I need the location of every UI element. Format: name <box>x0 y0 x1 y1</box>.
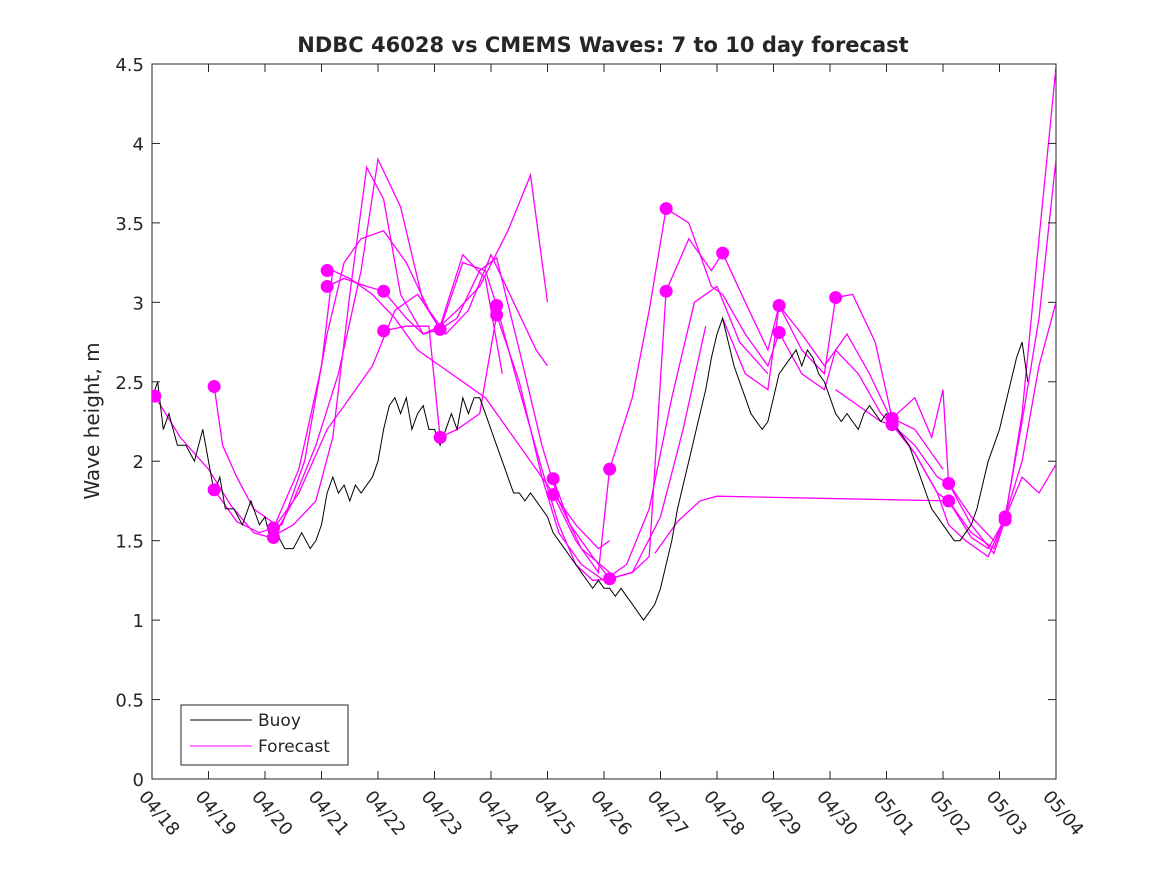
forecast-start-point-14 <box>546 488 560 502</box>
y-tick-label: 4 <box>133 134 144 155</box>
forecast-start-point-8 <box>377 324 391 338</box>
forecast-start-point-3 <box>266 521 280 535</box>
x-tick-label: 05/01 <box>869 787 918 840</box>
x-tick-label: 04/29 <box>756 787 805 840</box>
forecast-start-point-0 <box>152 389 162 403</box>
legend-buoy-label: Buoy <box>258 711 301 731</box>
y-tick-label: 2.5 <box>115 373 144 394</box>
x-tick-label: 04/22 <box>360 787 409 840</box>
x-tick-label: 04/24 <box>473 787 522 840</box>
y-axis-label: Wave height, m <box>80 342 104 499</box>
legend-box <box>180 704 349 766</box>
forecast-start-point-13 <box>546 472 560 486</box>
forecast-line-7 <box>552 237 944 580</box>
x-tick-label: 04/21 <box>304 787 353 840</box>
y-tick-label: 1 <box>133 611 144 632</box>
forecast-start-point-11 <box>490 299 504 313</box>
series-lines <box>152 67 1056 621</box>
forecast-start-point-6 <box>320 279 334 293</box>
forecast-start-point-2 <box>207 483 221 497</box>
chart-title: NDBC 46028 vs CMEMS Waves: 7 to 10 day f… <box>297 33 908 57</box>
legend: Buoy Forecast <box>180 704 349 766</box>
y-tick-label: 0.5 <box>115 691 144 712</box>
forecast-start-point-28 <box>998 513 1012 527</box>
forecast-start-point-20 <box>772 299 786 313</box>
y-tick-label: 1.5 <box>115 532 144 553</box>
y-tick-label: 3 <box>133 293 144 314</box>
x-tick-label: 05/03 <box>982 787 1031 840</box>
forecast-start-point-19 <box>716 246 730 260</box>
forecast-line-1 <box>213 172 549 526</box>
forecast-start-point-4 <box>266 530 280 544</box>
y-tick-label: 3.5 <box>115 214 144 235</box>
x-tick-label: 04/19 <box>191 787 240 840</box>
forecast-start-point-26 <box>942 494 956 508</box>
y-axis: 0 0.5 1 1.5 2 2.5 3 3.5 4 4.5 <box>115 55 1056 791</box>
plot-area <box>151 63 1057 780</box>
forecast-line-0 <box>154 165 503 539</box>
forecast-start-point-21 <box>772 326 786 340</box>
y-tick-label: 0 <box>133 770 144 791</box>
forecast-start-point-10 <box>433 430 447 444</box>
x-tick-label: 04/25 <box>530 787 579 840</box>
forecast-start-point-18 <box>659 284 673 298</box>
x-tick-label: 04/18 <box>134 787 183 840</box>
forecast-start-point-12 <box>490 308 504 322</box>
forecast-start-point-5 <box>320 264 334 278</box>
forecast-start-point-15 <box>603 462 617 476</box>
x-tick-label: 04/26 <box>586 787 635 840</box>
forecast-start-point-17 <box>659 202 673 216</box>
y-tick-label: 2 <box>133 452 144 473</box>
plot-frame <box>151 63 1057 780</box>
x-tick-label: 04/23 <box>417 787 466 840</box>
x-tick-label: 04/30 <box>812 787 861 840</box>
forecast-start-point-1 <box>207 380 221 394</box>
x-tick-label: 04/27 <box>643 787 692 840</box>
x-tick-label: 04/28 <box>699 787 748 840</box>
x-tick-label: 04/20 <box>247 787 296 840</box>
legend-forecast-label: Forecast <box>258 737 330 757</box>
x-tick-label: 05/04 <box>1038 787 1087 840</box>
forecast-start-point-25 <box>942 476 956 490</box>
forecast-start-point-22 <box>829 291 843 305</box>
forecast-start-point-16 <box>603 572 617 586</box>
y-tick-label: 4.5 <box>115 55 144 76</box>
forecast-start-point-24 <box>885 418 899 432</box>
forecast-start-point-7 <box>377 284 391 298</box>
forecast-start-point-9 <box>433 322 447 336</box>
forecast-line-12 <box>654 464 1056 554</box>
x-tick-label: 05/02 <box>925 787 974 840</box>
